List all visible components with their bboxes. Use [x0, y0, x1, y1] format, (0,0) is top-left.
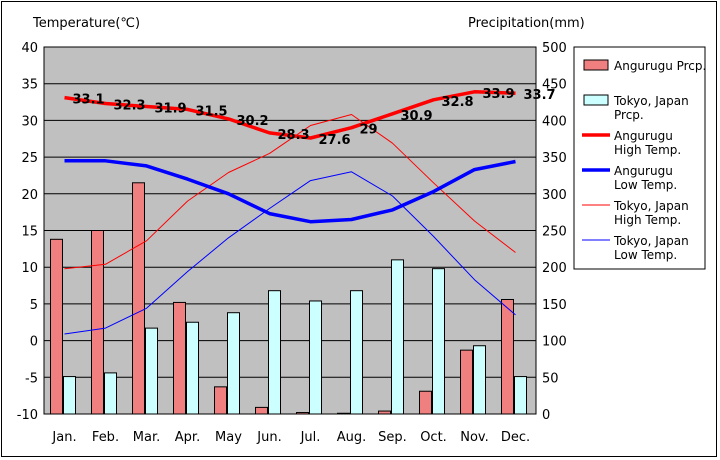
data-label: 33.9 — [483, 87, 515, 102]
legend-swatch — [583, 94, 609, 106]
bar-angurugu-prcp — [296, 412, 309, 415]
x-tick-label: Nov. — [460, 430, 489, 445]
x-tick-label: Aug. — [337, 430, 367, 445]
y-right-tick-label: 50 — [542, 371, 559, 386]
x-tick-label: Jul. — [300, 430, 321, 445]
bar-angurugu-prcp — [91, 230, 104, 415]
legend-label: Tokyo, Japan — [613, 234, 689, 248]
bar-angurugu-prcp — [501, 298, 514, 415]
y-left-tick-label: 20 — [21, 188, 38, 203]
bar-tokyo-prcp — [350, 290, 363, 415]
tokyo-japan-low-temp-line — [64, 171, 516, 335]
x-tick-label: Jun. — [256, 430, 281, 445]
x-tick-label: Oct. — [420, 430, 447, 445]
bar-tokyo-prcp — [145, 327, 158, 415]
legend-label: Angurugu — [614, 129, 673, 143]
data-label: 27.6 — [319, 133, 351, 148]
x-tick-label: Jan. — [51, 430, 76, 445]
bar-angurugu-prcp — [337, 412, 350, 415]
y-axis-right-title: Precipitation(mm) — [468, 16, 585, 31]
y-right-tick-label: 100 — [542, 335, 567, 350]
legend-label: Prcp. — [614, 108, 644, 122]
bar-angurugu-prcp — [255, 406, 268, 415]
bar-tokyo-prcp — [391, 259, 404, 415]
data-label: 31.9 — [155, 101, 187, 116]
x-tick-label: Apr. — [175, 430, 200, 445]
y-left-tick-label: 10 — [21, 261, 38, 276]
legend-label: Angurugu Prcp. — [614, 59, 706, 73]
y-left-tick-label: 15 — [21, 225, 38, 240]
y-left-tick-label: 30 — [21, 114, 38, 129]
bar-angurugu-prcp — [214, 386, 227, 415]
bar-angurugu-prcp — [50, 238, 63, 415]
bar-angurugu-prcp — [419, 390, 432, 415]
data-label: 31.5 — [196, 104, 228, 119]
y-left-tick-label: 40 — [21, 41, 38, 56]
bar-tokyo-prcp — [309, 300, 322, 415]
bar-tokyo-prcp — [514, 376, 527, 415]
x-tick-label: Feb. — [92, 430, 119, 445]
legend-label: High Temp. — [614, 143, 681, 157]
y-right-tick-label: 150 — [542, 298, 567, 313]
data-label: 32.8 — [442, 95, 474, 110]
bar-tokyo-prcp — [473, 345, 486, 415]
x-tick-label: Dec. — [501, 430, 530, 445]
data-label: 33.1 — [73, 93, 105, 108]
data-label: 29 — [360, 123, 378, 138]
data-label: 30.9 — [401, 109, 433, 124]
y-right-tick-label: 300 — [542, 188, 567, 203]
legend-items: Angurugu Prcp.Tokyo, JapanPrcp.AnguruguH… — [582, 59, 706, 262]
y-right-tick-label: 450 — [542, 78, 567, 93]
y-right-tick-label: 500 — [542, 41, 567, 56]
data-labels-group: 33.1 32.3 31.9 31.5 30.2 28.3 27.6 29 30.9 32.8 33… — [73, 87, 556, 148]
bar-tokyo-prcp — [63, 376, 76, 415]
ticks-group: 4035302520151050-5-105004504003503002502… — [17, 41, 567, 445]
x-tick-label: Mar. — [133, 430, 160, 445]
angurugu-high-temp-line — [64, 90, 516, 140]
y-axis-left-title: Temperature(℃) — [32, 16, 140, 31]
legend-label: Tokyo, Japan — [613, 94, 689, 108]
y-right-tick-label: 0 — [542, 408, 550, 423]
bar-tokyo-prcp — [104, 372, 117, 415]
bar-angurugu-prcp — [173, 301, 186, 415]
legend-swatch — [583, 59, 609, 71]
data-label: 30.2 — [237, 114, 269, 129]
y-right-tick-label: 250 — [542, 225, 567, 240]
data-label: 33.7 — [524, 88, 556, 103]
bar-angurugu-prcp — [378, 410, 391, 415]
y-right-tick-label: 200 — [542, 261, 567, 276]
bar-angurugu-prcp — [460, 349, 473, 415]
legend-label: Low Temp. — [614, 248, 677, 262]
legend-label: Low Temp. — [614, 178, 677, 192]
legend-label: Angurugu — [614, 164, 673, 178]
bar-tokyo-prcp — [268, 290, 281, 415]
y-left-tick-label: 5 — [30, 298, 38, 313]
legend — [573, 46, 706, 270]
legend-label: Tokyo, Japan — [613, 199, 689, 213]
bar-angurugu-prcp — [132, 182, 145, 415]
angurugu-low-temp-line — [64, 159, 516, 224]
data-label: 28.3 — [278, 128, 310, 143]
x-tick-label: May — [215, 430, 242, 445]
y-left-tick-label: -5 — [25, 371, 38, 386]
y-left-tick-label: 25 — [21, 151, 38, 166]
bar-tokyo-prcp — [186, 321, 199, 415]
legend-label: High Temp. — [614, 213, 681, 227]
lines-group — [64, 90, 516, 335]
y-left-tick-label: 35 — [21, 78, 38, 93]
bar-tokyo-prcp — [432, 268, 445, 415]
y-left-tick-label: 0 — [30, 335, 38, 350]
data-label: 32.3 — [114, 99, 146, 114]
y-left-tick-label: -10 — [17, 408, 38, 423]
bars-group — [50, 182, 527, 415]
y-right-tick-label: 350 — [542, 151, 567, 166]
y-right-tick-label: 400 — [542, 114, 567, 129]
x-tick-label: Sep. — [378, 430, 407, 445]
grid-lines — [44, 83, 536, 378]
bar-tokyo-prcp — [227, 312, 240, 415]
